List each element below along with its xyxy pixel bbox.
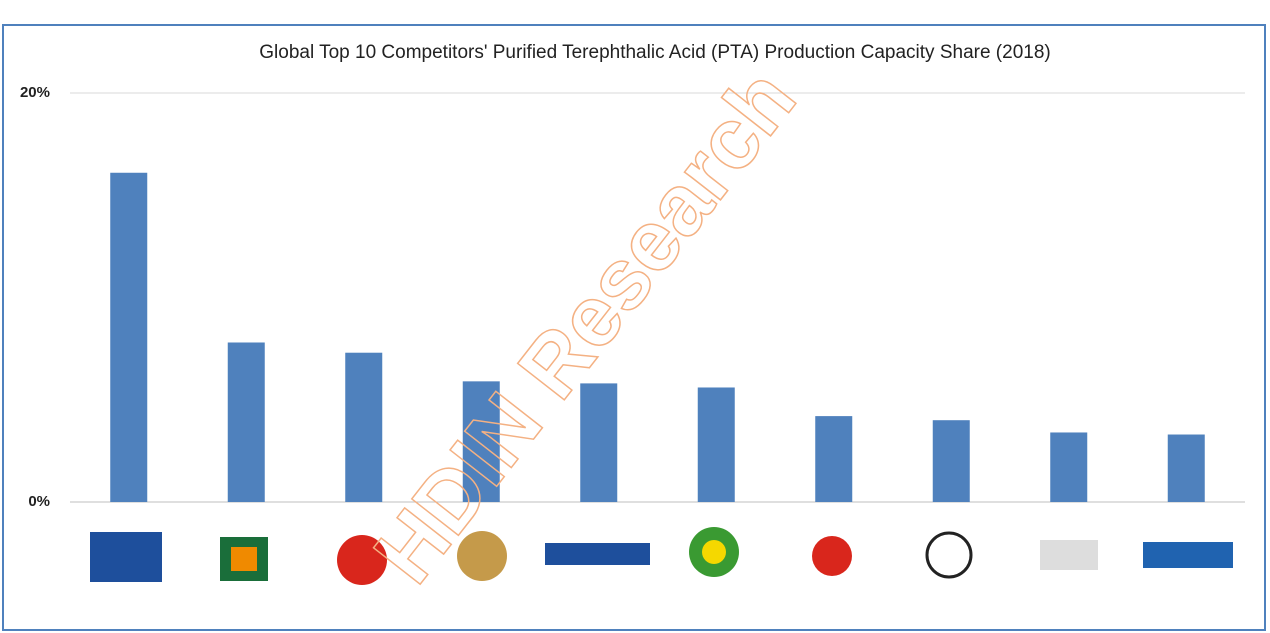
logo bbox=[812, 536, 852, 576]
bar bbox=[1167, 434, 1205, 502]
chart-frame bbox=[2, 24, 1266, 631]
logo bbox=[702, 540, 726, 564]
y-tick-label: 20% bbox=[20, 84, 50, 101]
logo bbox=[1040, 540, 1098, 570]
bar bbox=[1050, 432, 1088, 502]
bar bbox=[815, 416, 853, 502]
bar bbox=[580, 383, 618, 502]
y-tick-label: 0% bbox=[28, 493, 50, 510]
logos bbox=[90, 527, 1233, 585]
bar bbox=[345, 352, 383, 502]
bar bbox=[697, 387, 735, 502]
chart-title: Global Top 10 Competitors' Purified Tere… bbox=[259, 42, 1050, 63]
bar bbox=[462, 381, 500, 502]
logo bbox=[1143, 542, 1233, 568]
bar bbox=[227, 342, 265, 502]
bar bbox=[932, 420, 970, 502]
plot: 0% 20% bbox=[20, 84, 1245, 510]
logo bbox=[457, 531, 507, 581]
bar bbox=[110, 172, 148, 502]
logo bbox=[925, 531, 973, 579]
logo bbox=[90, 532, 162, 582]
logo bbox=[545, 543, 650, 565]
logo bbox=[231, 547, 257, 571]
logo bbox=[337, 535, 387, 585]
